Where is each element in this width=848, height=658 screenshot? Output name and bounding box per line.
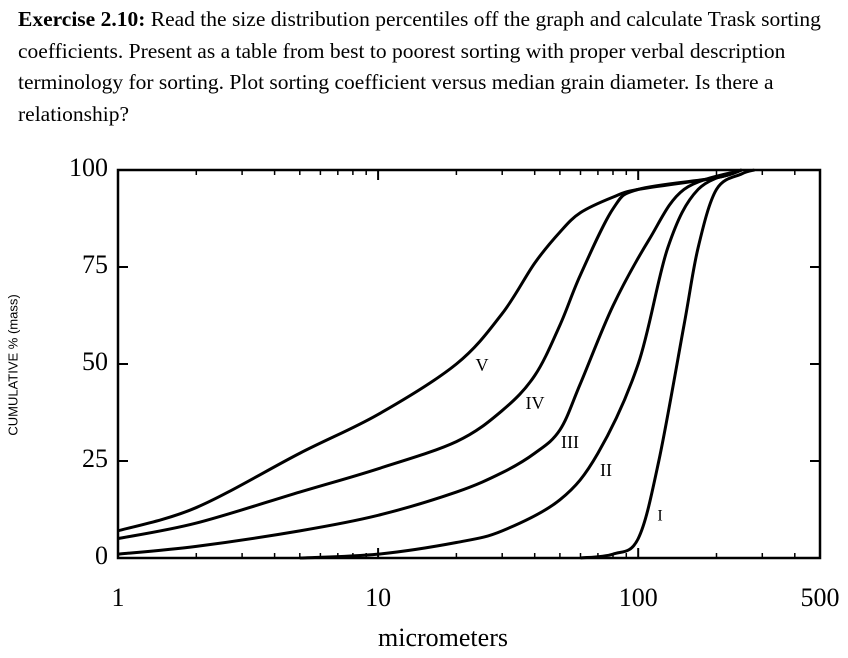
- curve: [117, 168, 743, 556]
- curve: [117, 168, 743, 541]
- y-tick-label: 0: [95, 541, 108, 570]
- x-axis-label: micrometers: [378, 623, 508, 652]
- curve-label: II: [600, 460, 612, 480]
- curve: [117, 168, 743, 533]
- plot-frame: [116, 168, 822, 560]
- exercise-text: Exercise 2.10: Read the size distributio…: [18, 4, 833, 130]
- y-tick-label: 50: [82, 347, 108, 376]
- x-tick-label: 100: [619, 583, 658, 612]
- x-tick-label: 1: [112, 583, 125, 612]
- y-tick-label: 100: [69, 153, 108, 182]
- x-tick-label: 10: [365, 583, 391, 612]
- curve-label: V: [476, 355, 489, 375]
- curve-label: IV: [526, 393, 545, 413]
- curve: [299, 168, 743, 560]
- exercise-body: Read the size distribution percentiles o…: [18, 7, 821, 126]
- x-tick-label: 500: [801, 583, 840, 612]
- curve-label: I: [657, 508, 662, 525]
- curve: [580, 168, 755, 560]
- y-tick-label: 25: [82, 444, 108, 473]
- y-tick-label: 75: [82, 250, 108, 279]
- exercise-label: Exercise 2.10:: [18, 7, 146, 31]
- curve-label: III: [561, 432, 579, 452]
- y-axis-label: CUMULATIVE % (mass): [5, 294, 20, 435]
